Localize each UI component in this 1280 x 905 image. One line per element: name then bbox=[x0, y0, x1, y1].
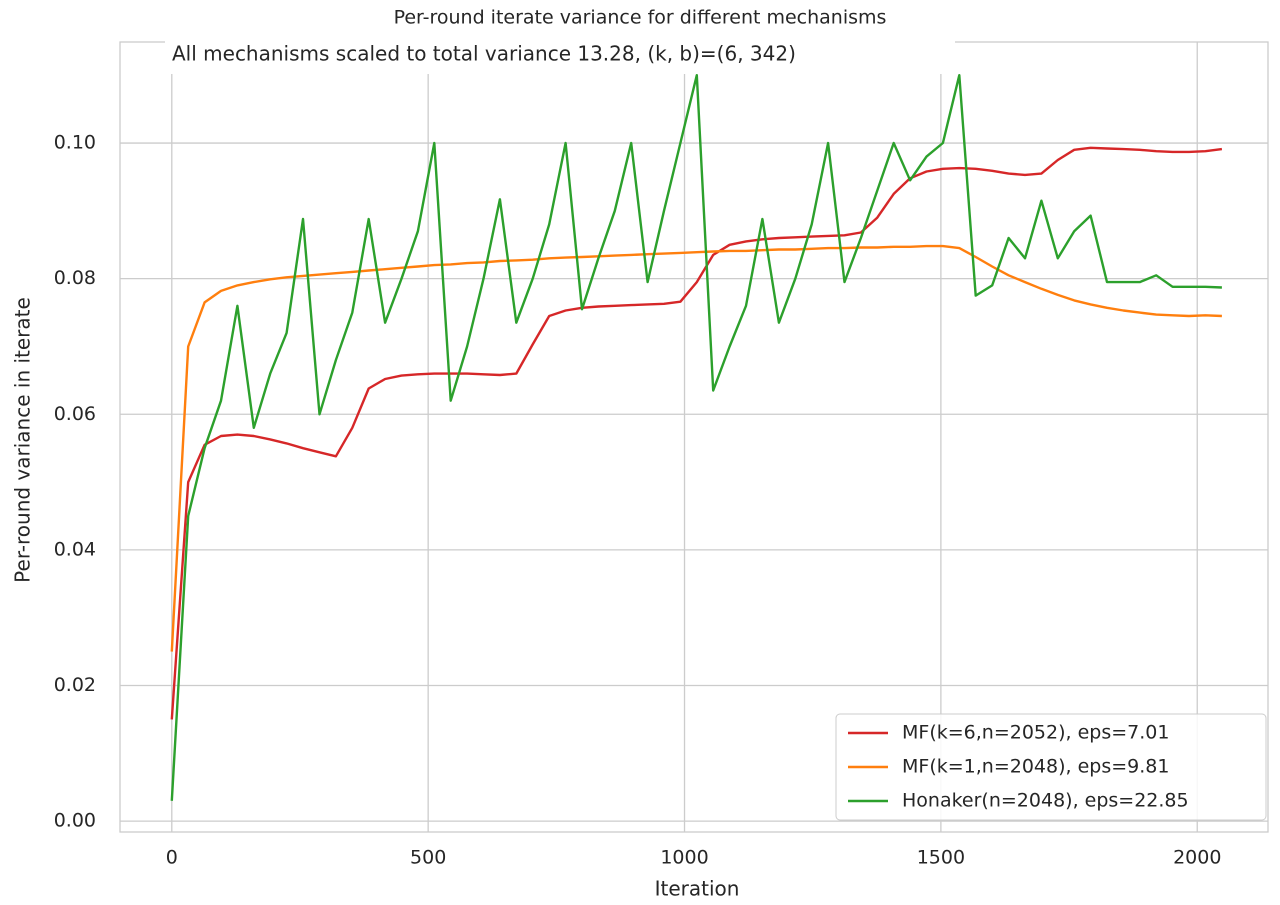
series-line bbox=[170, 244, 1222, 652]
y-tick-label: 0.06 bbox=[54, 403, 96, 425]
legend-label: MF(k=6,n=2052), eps=7.01 bbox=[902, 722, 1169, 744]
legend-label: MF(k=1,n=2048), eps=9.81 bbox=[902, 756, 1169, 778]
y-tick-label: 0.00 bbox=[54, 810, 96, 832]
x-tick-label: 1000 bbox=[660, 847, 708, 869]
x-tick-label: 0 bbox=[166, 847, 178, 869]
chart-title: Per-round iterate variance for different… bbox=[394, 7, 887, 29]
legend-label: Honaker(n=2048), eps=22.85 bbox=[902, 790, 1189, 812]
y-axis-label: Per-round variance in iterate bbox=[11, 297, 35, 583]
y-tick-label: 0.10 bbox=[54, 132, 96, 154]
lines bbox=[170, 74, 1223, 801]
y-tick-label: 0.02 bbox=[54, 674, 96, 696]
subtitle-box bbox=[165, 38, 955, 74]
x-axis-label: Iteration bbox=[655, 877, 740, 901]
y-tick-label: 0.08 bbox=[54, 267, 96, 289]
legend-box bbox=[835, 713, 1267, 821]
series-line bbox=[170, 146, 1223, 720]
plot-area bbox=[119, 41, 1269, 833]
x-tick-label: 1500 bbox=[917, 847, 965, 869]
x-tick-label: 500 bbox=[410, 847, 446, 869]
legend: MF(k=6,n=2052), eps=7.01 MF(k=1,n=2048), … bbox=[835, 713, 1267, 821]
y-tick-label: 0.04 bbox=[54, 538, 96, 560]
x-tick-label: 2000 bbox=[1173, 847, 1221, 869]
series-line bbox=[170, 74, 1222, 801]
chart-subtitle: All mechanisms scaled to total variance … bbox=[172, 42, 796, 66]
